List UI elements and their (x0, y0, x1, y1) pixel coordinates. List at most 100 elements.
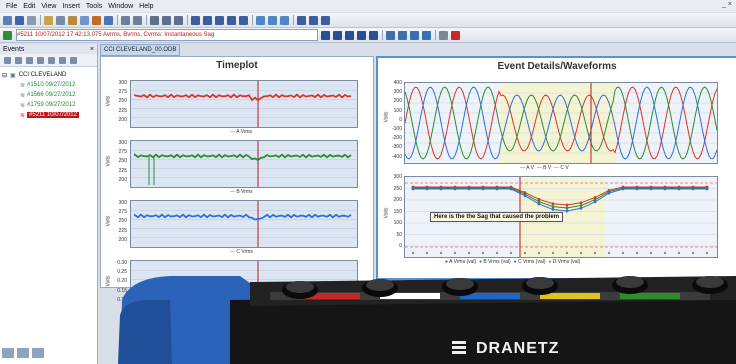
previous-event-icon[interactable] (333, 30, 342, 40)
y-tick-label: 200 (393, 98, 402, 105)
menu-tools[interactable]: Tools (85, 2, 103, 10)
find-icon[interactable] (70, 56, 77, 64)
expand-icon[interactable] (59, 56, 66, 64)
y-tick-label: 300 (393, 174, 402, 180)
legend-b: B Vrms (val) (483, 259, 511, 265)
rms-point (593, 198, 597, 202)
zoom-in-icon[interactable] (227, 15, 236, 25)
undo-icon[interactable] (121, 15, 130, 25)
cursor-icon[interactable] (256, 15, 265, 25)
zoom-icon[interactable] (203, 15, 212, 25)
event-selector[interactable]: #5211 10/07/2012 17:42:13.075 Avrms, Bvr… (16, 29, 318, 41)
events-tab-icon[interactable] (2, 348, 14, 358)
edit-icon[interactable] (4, 56, 11, 64)
redo-icon[interactable] (133, 15, 142, 25)
pointer-icon[interactable] (191, 15, 200, 25)
window-icon[interactable] (104, 15, 113, 25)
rms-point (621, 187, 625, 191)
rms-point (579, 201, 583, 205)
list-icon[interactable] (297, 15, 306, 25)
tree-event-item-selected[interactable]: ≋ #5211 10/07/2012 (20, 110, 95, 120)
collapse-icon[interactable]: ⊟ (2, 72, 8, 79)
event-details-title: Event Details/Waveforms (497, 61, 617, 72)
sort-desc-icon[interactable] (37, 56, 44, 64)
separator (382, 30, 383, 40)
zoom-out-icon[interactable] (239, 15, 248, 25)
format-icon[interactable] (422, 30, 431, 40)
pan-icon[interactable] (215, 15, 224, 25)
delete-icon[interactable] (451, 30, 460, 40)
rms-point (579, 204, 583, 207)
sites-tab-icon[interactable] (32, 348, 44, 358)
table-icon[interactable] (321, 15, 330, 25)
rms-point (551, 208, 555, 211)
pane-tabs (2, 348, 44, 360)
y-tick-label: 250 (393, 185, 402, 192)
y-tick-label: 250 (118, 218, 127, 225)
timeplot-trace (134, 152, 352, 162)
timeplot-chart[interactable] (130, 260, 358, 308)
new-icon[interactable] (3, 15, 12, 25)
tree-event-item[interactable]: ≋ #1759 09/27/2012 (20, 100, 95, 110)
rms-point (565, 206, 569, 210)
tree-event-item[interactable]: ≋ #1566 09/27/2012 (20, 90, 95, 100)
rms-point (467, 251, 471, 255)
y-tick-label: 0.25 (117, 269, 127, 276)
marker-icon[interactable] (268, 15, 277, 25)
menu-insert[interactable]: Insert (62, 2, 80, 10)
label-icon[interactable] (386, 30, 395, 40)
document-tab[interactable]: CCI CLEVELAND_00.ODB (100, 44, 181, 56)
legend-c: C V (560, 165, 569, 171)
menu-edit[interactable]: Edit (23, 2, 36, 10)
separator (293, 15, 294, 25)
layout-icon[interactable] (150, 15, 159, 25)
menu-view[interactable]: View (41, 2, 57, 10)
files-tab-icon[interactable] (17, 348, 29, 358)
waveform-chart[interactable] (404, 82, 718, 164)
rms-point (649, 251, 653, 255)
settings-icon[interactable] (92, 15, 101, 25)
y-tick-label: 100 (393, 107, 402, 114)
bookmark-icon[interactable] (439, 30, 448, 40)
cut-icon[interactable] (44, 15, 53, 25)
options-icon[interactable] (410, 30, 419, 40)
rms-point (453, 251, 457, 255)
separator (40, 15, 41, 25)
menu-file[interactable]: File (6, 2, 18, 10)
legend-a: A V (526, 165, 534, 171)
menu-window[interactable]: Window (108, 2, 134, 10)
legend-c-icon: — (553, 165, 559, 171)
legend-b-icon: ● (478, 259, 483, 265)
sort-icon[interactable] (26, 56, 33, 64)
filter-icon[interactable] (48, 56, 55, 64)
filter-icon[interactable] (280, 15, 289, 25)
first-event-icon[interactable] (321, 30, 330, 40)
menu-help[interactable]: Help (139, 2, 154, 10)
properties-icon[interactable] (15, 56, 22, 64)
event-icon: ≋ (20, 82, 26, 89)
y-tick-label: 250 (118, 158, 127, 165)
print-icon[interactable] (27, 15, 36, 25)
grid-icon[interactable] (398, 30, 407, 40)
copy-icon[interactable] (56, 15, 65, 25)
window-controls[interactable]: _ × (722, 1, 732, 8)
chart-icon[interactable] (309, 15, 318, 25)
timeplot-chart[interactable] (130, 200, 358, 248)
save-icon[interactable] (15, 15, 24, 25)
rms-trace (413, 187, 707, 209)
close-icon[interactable]: × (89, 45, 94, 53)
open-icon[interactable] (80, 15, 89, 25)
next-event-icon[interactable] (357, 30, 366, 40)
timeplot-chart[interactable] (130, 140, 358, 188)
timeplot-chart[interactable] (130, 80, 358, 128)
legend-b-icon: — (536, 165, 542, 171)
paste-icon[interactable] (68, 15, 77, 25)
tree-site[interactable]: ⊟ ▣ CCI CLEVELAND (2, 70, 95, 80)
last-event-icon[interactable] (369, 30, 378, 40)
rms-point (593, 251, 597, 255)
rows-icon[interactable] (174, 15, 183, 25)
play-icon[interactable] (345, 30, 354, 40)
columns-icon[interactable] (162, 15, 171, 25)
tree-event-item[interactable]: ≋ #1510 09/27/2012 (20, 80, 95, 90)
events-pane-title: Events (3, 45, 25, 53)
